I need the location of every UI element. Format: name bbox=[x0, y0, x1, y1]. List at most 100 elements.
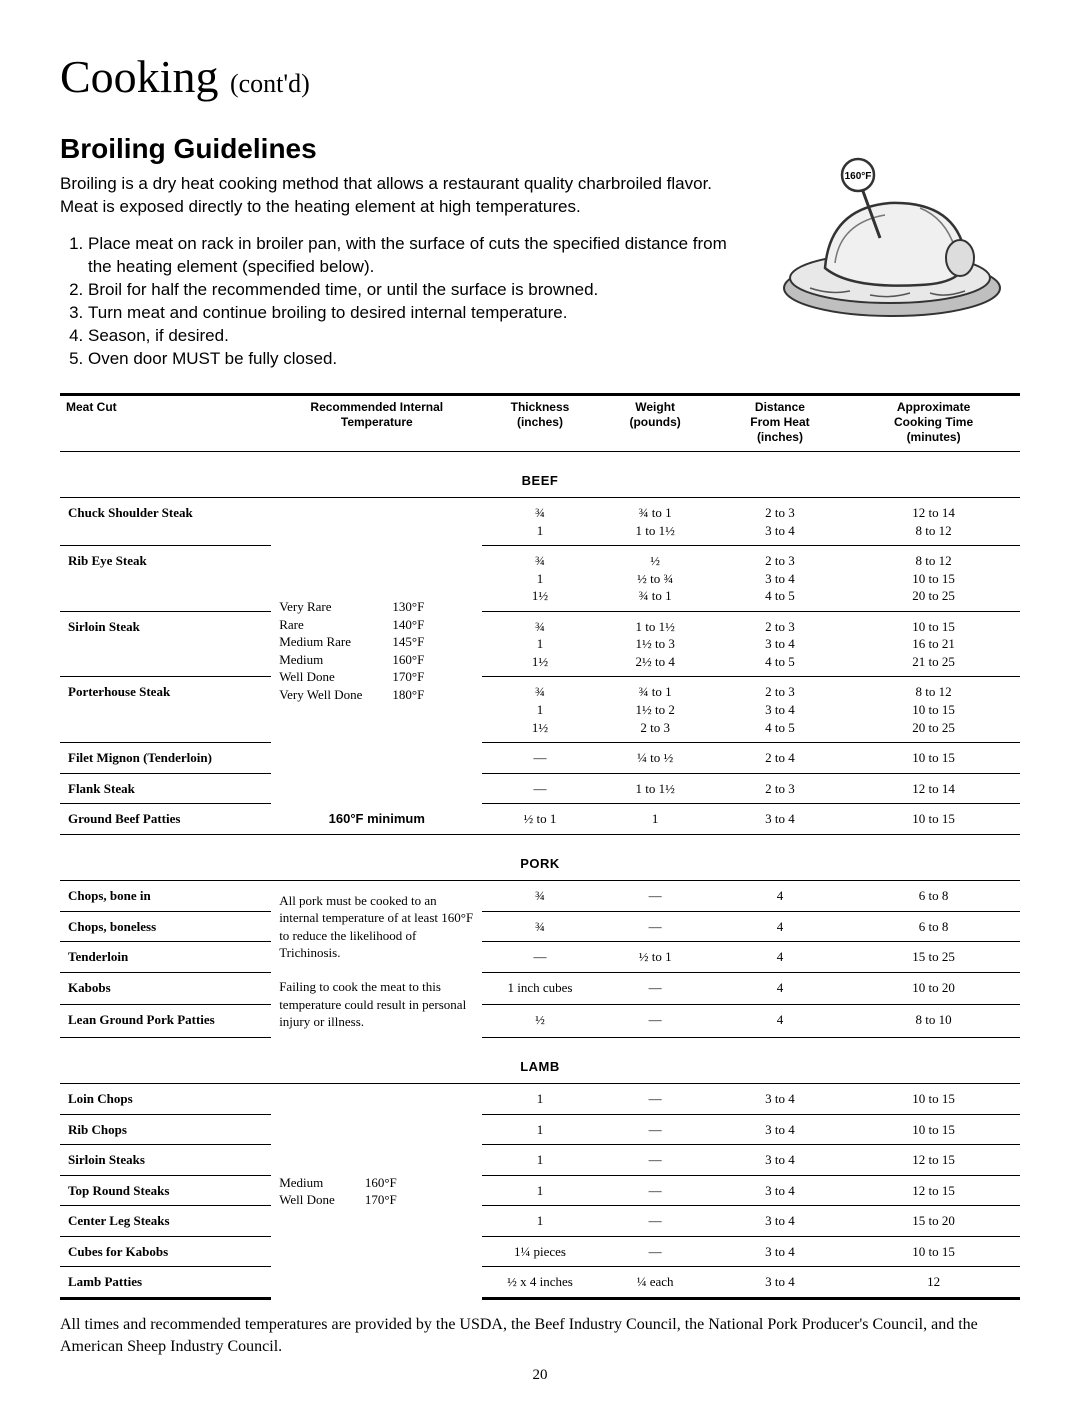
table-cell: — bbox=[598, 1145, 713, 1176]
col-header: Recommended InternalTemperature bbox=[271, 394, 482, 451]
table-cell: ¼ each bbox=[598, 1267, 713, 1299]
table-cell: 4 bbox=[713, 942, 847, 973]
table-cell: ¾11½ bbox=[482, 611, 597, 677]
table-cell: 1 to 1½1½ to 32½ to 4 bbox=[598, 611, 713, 677]
table-cell: ¼ to ½ bbox=[598, 743, 713, 774]
table-cell: 1 bbox=[482, 1084, 597, 1115]
table-cell: 1 inch cubes bbox=[482, 972, 597, 1004]
table-cell: ½ to 1 bbox=[598, 942, 713, 973]
meat-cut: Filet Mignon (Tenderloin) bbox=[60, 743, 271, 774]
table-cell: 4 bbox=[713, 881, 847, 912]
meat-cut: Chops, bone in bbox=[60, 881, 271, 912]
table-cell: 12 bbox=[847, 1267, 1020, 1299]
table-cell: 1 bbox=[482, 1175, 597, 1206]
section-label: Lamb bbox=[60, 1037, 1020, 1084]
table-cell: 3 to 4 bbox=[713, 1145, 847, 1176]
table-cell: 10 to 1516 to 2121 to 25 bbox=[847, 611, 1020, 677]
table-cell: ½½ to ¾¾ to 1 bbox=[598, 546, 713, 612]
table-cell: 3 to 4 bbox=[713, 1206, 847, 1237]
table-cell: 2 to 33 to 44 to 5 bbox=[713, 611, 847, 677]
table-cell: 2 to 3 bbox=[713, 773, 847, 804]
table-cell: — bbox=[598, 1114, 713, 1145]
table-cell: — bbox=[598, 1084, 713, 1115]
col-header: ApproximateCooking Time(minutes) bbox=[847, 394, 1020, 451]
table-cell: 12 to 15 bbox=[847, 1175, 1020, 1206]
step-item: Season, if desired. bbox=[88, 325, 750, 348]
table-cell: 8 to 10 bbox=[847, 1005, 1020, 1037]
meat-cut: Cubes for Kabobs bbox=[60, 1236, 271, 1267]
table-cell: 12 to 148 to 12 bbox=[847, 498, 1020, 546]
table-cell: 12 to 15 bbox=[847, 1145, 1020, 1176]
table-cell: — bbox=[598, 1175, 713, 1206]
table-cell: 3 to 4 bbox=[713, 1267, 847, 1299]
meat-cut: Chops, boneless bbox=[60, 911, 271, 942]
table-cell: 6 to 8 bbox=[847, 881, 1020, 912]
footnote: All times and recommended temperatures a… bbox=[60, 1314, 1020, 1357]
table-cell: ¾11½ bbox=[482, 677, 597, 743]
table-cell: — bbox=[598, 1206, 713, 1237]
meat-cut: Tenderloin bbox=[60, 942, 271, 973]
table-cell: 3 to 4 bbox=[713, 1084, 847, 1115]
table-cell: ½ to 1 bbox=[482, 804, 597, 835]
meat-cut: Porterhouse Steak bbox=[60, 677, 271, 743]
table-cell: ¾ bbox=[482, 911, 597, 942]
table-cell: — bbox=[482, 942, 597, 973]
table-cell: 8 to 1210 to 1520 to 25 bbox=[847, 546, 1020, 612]
rec-temp: Very RareRareMedium RareMediumWell DoneV… bbox=[271, 498, 482, 804]
section-intro: Broiling is a dry heat cooking method th… bbox=[60, 173, 750, 219]
table-cell: 1 bbox=[598, 804, 713, 835]
table-cell: 4 bbox=[713, 1005, 847, 1037]
step-item: Broil for half the recommended time, or … bbox=[88, 279, 750, 302]
meat-cut: Chuck Shoulder Steak bbox=[60, 498, 271, 546]
table-cell: ¾1 bbox=[482, 498, 597, 546]
col-header: DistanceFrom Heat(inches) bbox=[713, 394, 847, 451]
table-cell: 10 to 15 bbox=[847, 1236, 1020, 1267]
table-cell: 1 to 1½ bbox=[598, 773, 713, 804]
section-heading: Broiling Guidelines bbox=[60, 133, 750, 165]
rec-temp: Failing to cook the meat to this tempera… bbox=[271, 972, 482, 1037]
table-cell: ½ x 4 inches bbox=[482, 1267, 597, 1299]
col-header: Weight(pounds) bbox=[598, 394, 713, 451]
meat-cut: Ground Beef Patties bbox=[60, 804, 271, 835]
table-cell: — bbox=[598, 1236, 713, 1267]
meat-cut: Sirloin Steak bbox=[60, 611, 271, 677]
table-cell: ¾11½ bbox=[482, 546, 597, 612]
table-cell: 2 to 33 to 44 to 5 bbox=[713, 677, 847, 743]
meat-cut: Kabobs bbox=[60, 972, 271, 1004]
table-cell: — bbox=[598, 911, 713, 942]
meat-cut: Rib Chops bbox=[60, 1114, 271, 1145]
table-cell: — bbox=[482, 773, 597, 804]
table-cell: 1¼ pieces bbox=[482, 1236, 597, 1267]
table-cell: 1 bbox=[482, 1145, 597, 1176]
meat-cut: Lamb Patties bbox=[60, 1267, 271, 1299]
section-label: Pork bbox=[60, 834, 1020, 881]
meat-cut: Flank Steak bbox=[60, 773, 271, 804]
table-cell: ¾ bbox=[482, 881, 597, 912]
meat-cut: Loin Chops bbox=[60, 1084, 271, 1115]
title-sub: (cont'd) bbox=[230, 69, 310, 98]
section-label: Beef bbox=[60, 451, 1020, 498]
table-cell: 4 bbox=[713, 972, 847, 1004]
meat-cut: Center Leg Steaks bbox=[60, 1206, 271, 1237]
meat-cut: Rib Eye Steak bbox=[60, 546, 271, 612]
table-cell: 3 to 4 bbox=[713, 804, 847, 835]
table-cell: — bbox=[598, 1005, 713, 1037]
col-header: Meat Cut bbox=[60, 394, 271, 451]
table-cell: — bbox=[598, 881, 713, 912]
meat-cut: Lean Ground Pork Patties bbox=[60, 1005, 271, 1037]
rec-temp: All pork must be cooked to an internal t… bbox=[271, 881, 482, 973]
table-cell: 15 to 25 bbox=[847, 942, 1020, 973]
table-cell: 10 to 15 bbox=[847, 743, 1020, 774]
table-cell: 1 bbox=[482, 1114, 597, 1145]
page-number: 20 bbox=[60, 1367, 1020, 1384]
table-cell: 10 to 15 bbox=[847, 1084, 1020, 1115]
table-cell: 10 to 15 bbox=[847, 1114, 1020, 1145]
table-cell: ¾ to 11 to 1½ bbox=[598, 498, 713, 546]
table-cell: 4 bbox=[713, 911, 847, 942]
table-cell: — bbox=[598, 972, 713, 1004]
table-cell: 6 to 8 bbox=[847, 911, 1020, 942]
table-cell: 1 bbox=[482, 1206, 597, 1237]
thermometer-temp: 160°F bbox=[845, 171, 872, 182]
rec-temp: 160°F minimum bbox=[271, 804, 482, 835]
meat-cut: Top Round Steaks bbox=[60, 1175, 271, 1206]
